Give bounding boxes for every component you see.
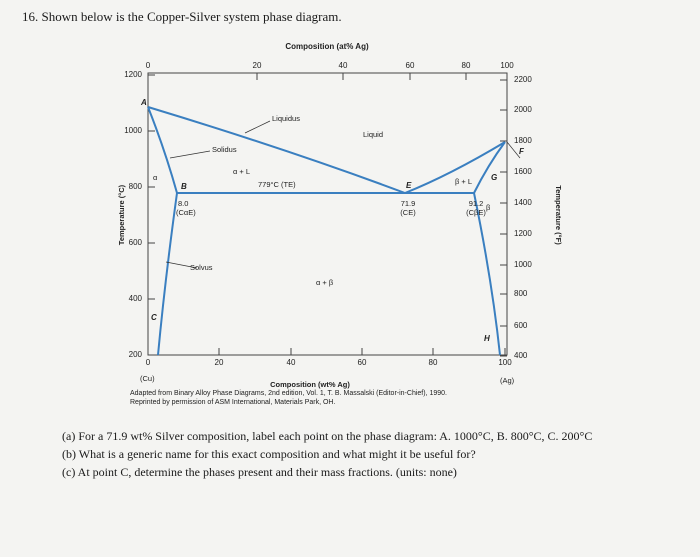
region-label: Liquid (363, 130, 383, 139)
bottom-tick-label: 100 (498, 358, 512, 367)
region-label: β + L (455, 177, 472, 186)
solvus-left (157, 192, 178, 356)
liquidus-right (404, 141, 506, 194)
top-tick-label: 80 (462, 61, 471, 70)
bottom-tick-label: 0 (146, 358, 151, 367)
right-tick-label: 400 (514, 351, 528, 360)
region-label: (CαE) (176, 208, 196, 217)
point-label: A (140, 98, 147, 107)
left-tick-label: 1000 (124, 126, 142, 135)
right-axis-title: Temperature (°F) (554, 185, 563, 245)
bottom-tick-label: 80 (429, 358, 438, 367)
region-label: Solvus (190, 263, 213, 272)
right-tick-label: 1400 (514, 198, 532, 207)
question-part: (a) For a 71.9 wt% Silver composition, l… (62, 429, 592, 443)
top-tick-label: 0 (146, 61, 151, 70)
leader-solidus (169, 150, 211, 159)
bottom-tick-label: 40 (287, 358, 296, 367)
right-tick-label: 1800 (514, 136, 532, 145)
region-label: Liquidus (272, 114, 300, 123)
region-label: Solidus (212, 145, 237, 154)
bottom-tick-label: 60 (358, 358, 367, 367)
left-tick-label: 600 (129, 238, 143, 247)
right-tick-label: 1000 (514, 260, 532, 269)
plot-frame (147, 72, 508, 356)
point-label: F (519, 147, 525, 156)
question-part: (c) At point C, determine the phases pre… (62, 465, 457, 479)
top-tick-label: 20 (253, 61, 262, 70)
top-tick-label: 60 (406, 61, 415, 70)
point-label: E (406, 181, 412, 190)
right-tick-label: 2200 (514, 75, 532, 84)
region-label: 71.9 (401, 199, 416, 208)
ag-label: (Ag) (500, 376, 515, 385)
question-part: (b) What is a generic name for this exac… (62, 447, 476, 461)
region-label: 8.0 (178, 199, 188, 208)
region-label: α (153, 173, 158, 182)
region-label: 779°C (TE) (258, 180, 296, 189)
question-title: 16. Shown below is the Copper-Silver sys… (22, 9, 342, 24)
solidus-left (147, 106, 178, 194)
region-label: 91.2 (469, 199, 484, 208)
left-tick-label: 200 (129, 350, 143, 359)
left-tick-label: 400 (129, 294, 143, 303)
leader-liquidus (244, 120, 271, 134)
left-axis-title: Temperature (°C) (117, 184, 126, 245)
right-tick-label: 600 (514, 321, 528, 330)
left-tick-label: 800 (129, 182, 143, 191)
caption-line: Reprinted by permission of ASM Internati… (130, 399, 335, 406)
right-tick-label: 2000 (514, 105, 532, 114)
region-label: α + L (233, 167, 250, 176)
region-label: α + β (316, 278, 334, 287)
bottom-axis-title: Composition (wt% Ag) (270, 380, 350, 389)
top-axis-title: Composition (at% Ag) (285, 42, 369, 51)
left-tick-label: 1200 (124, 70, 142, 79)
region-label: (CE) (400, 208, 416, 217)
top-tick-label: 40 (339, 61, 348, 70)
liquidus-left (147, 106, 406, 194)
solidus-right (473, 141, 506, 194)
cu-label: (Cu) (140, 374, 155, 383)
right-tick-label: 800 (514, 289, 528, 298)
point-label: G (491, 173, 497, 182)
right-tick-label: 1600 (514, 167, 532, 176)
point-label: B (181, 182, 187, 191)
right-tick-label: 1200 (514, 229, 532, 238)
bottom-tick-label: 20 (215, 358, 224, 367)
region-label: β (486, 203, 491, 212)
region-label: (CβE) (466, 208, 486, 217)
point-label: C (151, 313, 157, 322)
solvus-right (473, 192, 501, 356)
point-label: H (484, 334, 490, 343)
top-tick-label: 100 (500, 61, 514, 70)
leader-f (506, 141, 521, 159)
leader-solvus (165, 261, 198, 269)
caption-line: Adapted from Binary Alloy Phase Diagrams… (130, 390, 447, 397)
